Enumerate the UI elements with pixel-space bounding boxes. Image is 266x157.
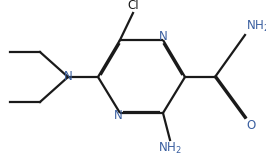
Text: Cl: Cl: [127, 0, 139, 11]
Text: N: N: [64, 70, 72, 84]
Text: NH$_2$: NH$_2$: [246, 19, 266, 34]
Text: N: N: [114, 109, 122, 122]
Text: N: N: [159, 30, 167, 43]
Text: NH$_2$: NH$_2$: [158, 141, 182, 156]
Text: O: O: [246, 119, 255, 132]
